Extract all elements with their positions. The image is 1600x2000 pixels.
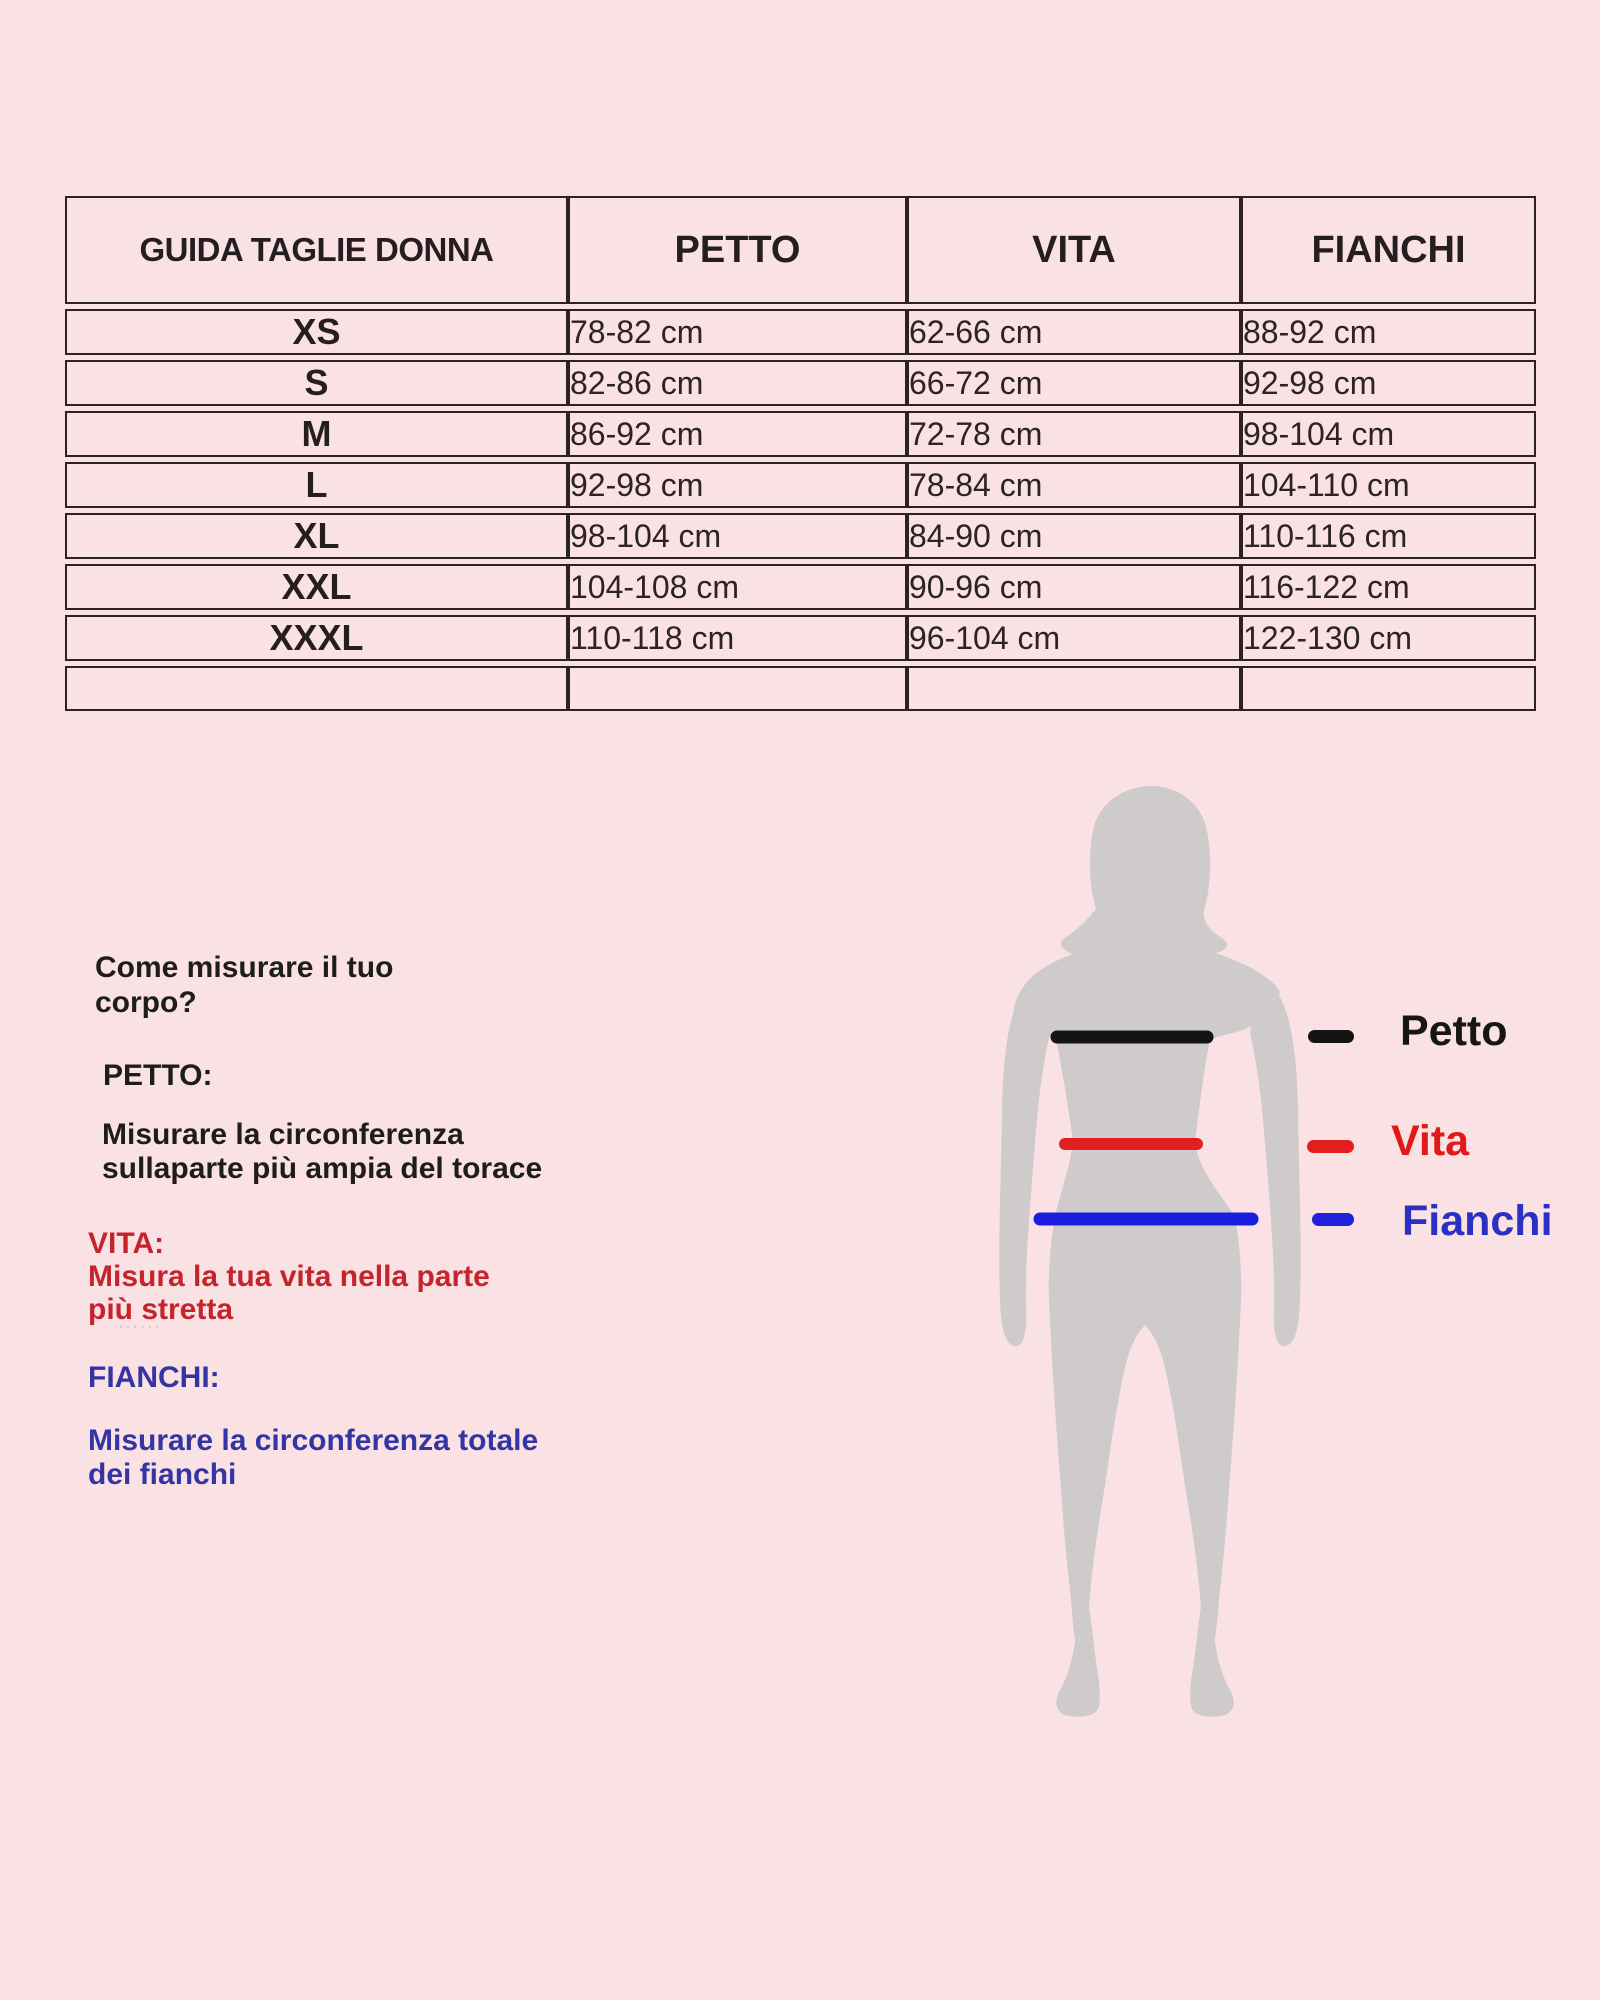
petto-section-label: PETTO: [103, 1059, 213, 1092]
petto-value [568, 666, 907, 711]
table-row: L 92-98 cm 78-84 cm 104-110 cm [65, 462, 1536, 508]
petto-value: 110-118 cm [568, 615, 907, 661]
vita-section-label: VITA: [88, 1227, 165, 1260]
right-arm-shape [1250, 994, 1301, 1347]
table-header-petto: PETTO [568, 196, 907, 304]
size-label: XL [65, 513, 568, 559]
vita-value: 90-96 cm [907, 564, 1241, 610]
vita-value: 62-66 cm [907, 309, 1241, 355]
vita-value: 66-72 cm [907, 360, 1241, 406]
vita-instruction-text: Misura la tua vita nella parte più stret… [88, 1260, 490, 1326]
table-header-fianchi: FIANCHI [1241, 196, 1536, 304]
table-header-row: GUIDA TAGLIE DONNA PETTO VITA FIANCHI [65, 196, 1536, 304]
table-header-vita: VITA [907, 196, 1241, 304]
fianchi-legend-label: Fianchi [1402, 1197, 1553, 1245]
table-row: M 86-92 cm 72-78 cm 98-104 cm [65, 411, 1536, 457]
fianchi-value: 98-104 cm [1241, 411, 1536, 457]
fianchi-value: 92-98 cm [1241, 360, 1536, 406]
fianchi-value: 116-122 cm [1241, 564, 1536, 610]
vita-value [907, 666, 1241, 711]
how-to-measure-heading: Come misurare il tuo corpo? [95, 951, 394, 1019]
petto-instruction-text: Misurare la circonferenza sullaparte più… [102, 1118, 543, 1185]
fianchi-section-label: FIANCHI: [88, 1361, 220, 1394]
size-label: S [65, 360, 568, 406]
petto-legend-dash [1308, 1030, 1354, 1043]
body-shape [1013, 786, 1280, 1717]
size-guide-table: GUIDA TAGLIE DONNA PETTO VITA FIANCHI XS… [65, 191, 1536, 716]
table-header-guide: GUIDA TAGLIE DONNA [65, 196, 568, 304]
size-label: M [65, 411, 568, 457]
fianchi-value: 122-130 cm [1241, 615, 1536, 661]
fianchi-value [1241, 666, 1536, 711]
fianchi-value: 88-92 cm [1241, 309, 1536, 355]
fianchi-value: 104-110 cm [1241, 462, 1536, 508]
petto-value: 104-108 cm [568, 564, 907, 610]
petto-legend-label: Petto [1400, 1007, 1508, 1055]
fianchi-legend-dash [1312, 1213, 1354, 1226]
table-row-empty [65, 666, 1536, 711]
table-row: XS 78-82 cm 62-66 cm 88-92 cm [65, 309, 1536, 355]
vita-value: 96-104 cm [907, 615, 1241, 661]
faint-dotted-mark: ······ [118, 1318, 162, 1335]
table-row: XXXL 110-118 cm 96-104 cm 122-130 cm [65, 615, 1536, 661]
left-arm-shape [999, 994, 1050, 1347]
petto-value: 82-86 cm [568, 360, 907, 406]
size-label: L [65, 462, 568, 508]
vita-value: 84-90 cm [907, 513, 1241, 559]
petto-value: 98-104 cm [568, 513, 907, 559]
body-silhouette-svg [999, 786, 1301, 1717]
body-silhouette-figure [985, 780, 1325, 1725]
petto-value: 92-98 cm [568, 462, 907, 508]
fianchi-instruction-text: Misurare la circonferenza totale dei fia… [88, 1424, 539, 1491]
vita-value: 72-78 cm [907, 411, 1241, 457]
petto-value: 78-82 cm [568, 309, 907, 355]
vita-legend-label: Vita [1391, 1117, 1470, 1165]
size-label: XXL [65, 564, 568, 610]
table-row: XXL 104-108 cm 90-96 cm 116-122 cm [65, 564, 1536, 610]
petto-value: 86-92 cm [568, 411, 907, 457]
vita-legend-dash [1307, 1140, 1354, 1153]
fianchi-value: 110-116 cm [1241, 513, 1536, 559]
table-row: XL 98-104 cm 84-90 cm 110-116 cm [65, 513, 1536, 559]
size-label: XXXL [65, 615, 568, 661]
size-label [65, 666, 568, 711]
size-label: XS [65, 309, 568, 355]
vita-value: 78-84 cm [907, 462, 1241, 508]
table-row: S 82-86 cm 66-72 cm 92-98 cm [65, 360, 1536, 406]
